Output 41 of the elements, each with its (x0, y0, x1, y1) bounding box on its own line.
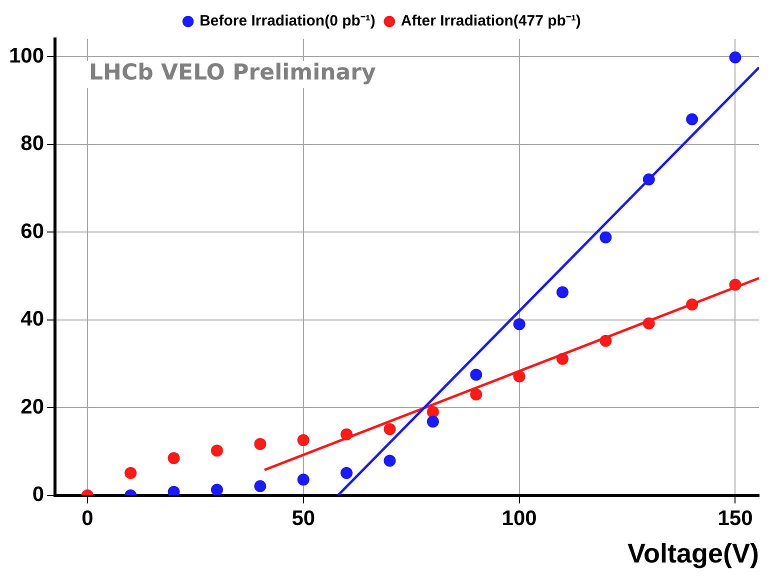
y-tick-label: 0 (32, 483, 44, 506)
y-tick-label: 100 (8, 44, 44, 68)
point (513, 370, 526, 382)
x-tick-label: 100 (502, 506, 537, 530)
point (729, 278, 742, 291)
y-tick-label: 80 (20, 132, 44, 156)
x-tick-label: 50 (292, 506, 316, 530)
point (686, 298, 698, 310)
point (556, 286, 568, 298)
legend-label: Before Irradiation(0 pb⁻¹) (200, 12, 376, 30)
point (340, 428, 353, 440)
point (686, 113, 698, 126)
x-tick-label: 0 (82, 506, 94, 530)
legend-label: After Irradiation(477 pb⁻¹) (400, 12, 581, 30)
x-tick-label: 150 (718, 506, 753, 530)
point (470, 368, 482, 381)
point (124, 467, 137, 480)
y-tick-label: 60 (20, 220, 44, 243)
point (254, 438, 266, 450)
point (513, 318, 526, 330)
point (470, 388, 482, 400)
point (297, 434, 310, 446)
point (556, 352, 568, 365)
x-axis-title: Voltage(V) (627, 538, 759, 568)
point (729, 51, 742, 64)
point (426, 416, 439, 428)
y-tick-label: 20 (20, 395, 44, 418)
point (297, 474, 310, 486)
point (642, 173, 655, 186)
point (254, 480, 266, 492)
point (340, 467, 353, 480)
point (384, 454, 396, 467)
point (600, 334, 612, 347)
point (210, 484, 223, 496)
point (642, 317, 655, 330)
point (384, 423, 396, 436)
point (168, 452, 180, 464)
point (600, 231, 612, 244)
point (210, 444, 223, 457)
annotation: LHCb VELO Preliminary (89, 60, 376, 86)
y-tick-label: 40 (20, 308, 44, 331)
